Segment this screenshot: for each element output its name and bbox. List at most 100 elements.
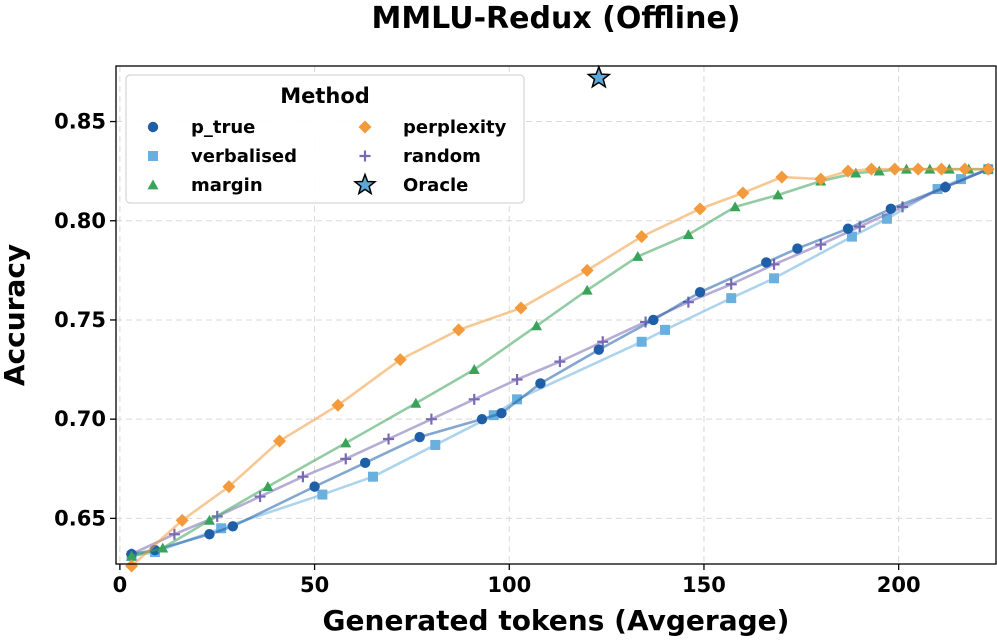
data-point-random (725, 278, 737, 290)
plot-frame (115, 65, 997, 565)
y-tick-label: 0.85 (54, 110, 106, 134)
series-random (126, 163, 994, 560)
data-point-perplexity (864, 162, 878, 176)
data-point-random (468, 393, 480, 405)
axis-ticks: 0 50 100 150 200 0.65 0.70 0.75 0.80 0.85 (54, 110, 920, 597)
data-point-verbalised (636, 336, 647, 347)
data-point-perplexity (736, 186, 750, 200)
data-point-random (168, 528, 180, 540)
legend-label-perplexity: perplexity (403, 117, 507, 138)
data-point-p_true (360, 457, 371, 469)
data-point-p_true (940, 181, 951, 193)
data-point-verbalised (726, 293, 737, 304)
data-point-perplexity (911, 162, 925, 176)
x-tick-label: 50 (300, 573, 329, 597)
data-point-verbalised (367, 471, 378, 482)
data-point-margin (581, 284, 593, 295)
data-point-verbalised (512, 394, 523, 405)
data-point-perplexity (814, 172, 828, 186)
data-point-margin (468, 364, 480, 374)
legend-marker-perplexity (358, 120, 372, 134)
chart-title: MMLU-Redux (Offline) (371, 1, 740, 36)
data-point-margin (873, 165, 885, 176)
data-point-perplexity (934, 162, 948, 176)
y-tick-label: 0.80 (54, 209, 106, 233)
legend-marker-oracle (353, 172, 377, 196)
data-point-verbalised (846, 231, 857, 242)
data-point-p_true (885, 203, 897, 215)
data-point-p_true (204, 529, 215, 540)
data-point-perplexity (841, 164, 855, 178)
data-point-p_true (496, 408, 507, 419)
data-point-verbalised (769, 273, 780, 284)
data-point-perplexity (981, 162, 995, 176)
x-axis-label: Generated tokens (Avgerage) (323, 604, 790, 637)
data-point-p_true (309, 481, 320, 492)
legend-marker-verbalised (148, 151, 158, 161)
data-point-margin (157, 542, 169, 553)
data-point-p_true (648, 314, 659, 326)
data-point-random (815, 239, 827, 251)
y-tick-label: 0.65 (54, 506, 106, 530)
data-point-p_true (476, 413, 488, 425)
legend: Method p_true verbalised margin perplexity r… (125, 74, 525, 204)
data-point-p_true (761, 257, 772, 268)
data-point-verbalised (216, 523, 227, 534)
data-point-random (554, 356, 566, 368)
data-point-perplexity (331, 398, 345, 412)
data-point-p_true (593, 344, 605, 355)
data-point-perplexity (175, 513, 189, 527)
x-tick-label: 200 (877, 573, 921, 597)
data-point-perplexity (393, 353, 407, 367)
legend-marker-margin (147, 179, 159, 190)
data-point-p_true (694, 286, 706, 298)
data-point-perplexity (580, 263, 594, 277)
data-point-margin (729, 201, 741, 212)
data-point-verbalised (660, 324, 671, 335)
legend-marker-p_true (147, 121, 159, 133)
data-point-perplexity (514, 301, 528, 315)
legend-marker-random (359, 150, 371, 162)
data-point-perplexity (273, 434, 287, 448)
data-point-random (254, 491, 266, 503)
data-point-perplexity (888, 162, 902, 176)
data-point-margin (531, 320, 543, 331)
data-point-margin (850, 167, 862, 178)
data-point-p_true (227, 521, 239, 532)
x-tick-label: 150 (682, 573, 726, 597)
data-point-margin (682, 229, 694, 240)
data-point-random (297, 471, 309, 483)
data-point-p_true (414, 431, 425, 443)
legend-box (125, 74, 525, 204)
series-layer (125, 64, 995, 573)
data-point-margin (410, 397, 422, 408)
data-point-oracle (586, 64, 612, 89)
y-tick-label: 0.70 (54, 407, 106, 431)
data-point-verbalised (317, 489, 328, 500)
data-point-perplexity (125, 559, 139, 573)
data-point-random (511, 373, 523, 385)
legend-label-random: random (403, 146, 481, 167)
data-point-margin (262, 481, 274, 492)
legend-label-verbalised: verbalised (191, 146, 297, 167)
data-point-perplexity (693, 202, 707, 216)
data-point-perplexity (775, 170, 789, 184)
data-point-verbalised (881, 213, 892, 224)
legend-title: Method (280, 84, 370, 108)
data-point-margin (772, 189, 784, 200)
data-point-random (340, 453, 352, 465)
data-point-margin (126, 550, 138, 561)
data-point-perplexity (222, 480, 236, 494)
series-perplexity (125, 162, 995, 573)
data-point-random (425, 413, 437, 425)
data-point-margin (340, 437, 352, 448)
data-point-p_true (842, 223, 854, 234)
data-point-perplexity (452, 323, 466, 337)
data-point-perplexity (958, 162, 972, 176)
data-point-random (383, 433, 395, 445)
data-point-verbalised (430, 439, 441, 450)
y-axis-label: Accuracy (0, 244, 31, 386)
data-point-p_true (535, 378, 546, 389)
data-point-margin (632, 250, 644, 261)
